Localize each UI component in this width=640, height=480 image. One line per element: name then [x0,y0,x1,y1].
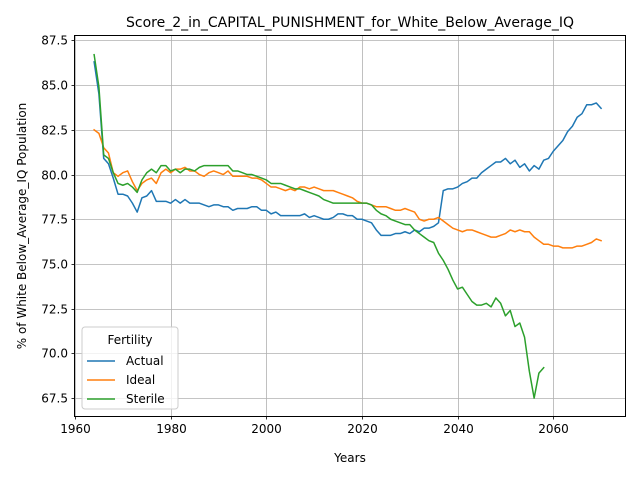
y-tick-label: 72.5 [41,303,68,317]
x-tick-label: 2060 [538,422,569,436]
legend-box [81,326,179,410]
y-axis-label: % of White Below_Average_IQ Population [15,103,29,350]
legend: Fertility Actual Ideal Sterile [81,326,179,410]
grid [75,35,625,416]
x-tick-label: 2040 [443,422,474,436]
y-tick-label: 75.0 [41,258,68,272]
y-tick-label: 80.0 [41,169,68,183]
x-axis-label: Years [333,451,366,465]
series-layer [93,53,603,399]
y-tick-label: 85.0 [41,79,68,93]
y-tick-label: 67.5 [41,392,68,406]
y-tick-label: 82.5 [41,124,68,138]
series-line-ideal [93,128,603,249]
plot-frame [74,35,626,417]
x-tick-label: 2000 [251,422,282,436]
x-tick-label: 2020 [347,422,378,436]
legend-label-ideal: Ideal [126,373,155,387]
x-tick-label: 1980 [156,422,187,436]
x-tick-label: 1960 [60,422,91,436]
y-tick-label: 77.5 [41,213,68,227]
legend-label-actual: Actual [126,354,164,368]
series-line-sterile [93,53,545,399]
y-tick-label: 87.5 [41,34,68,48]
y-tick-label: 70.0 [41,347,68,361]
legend-title: Fertility [107,333,152,347]
y-axis: 67.5 70.0 72.5 75.0 77.5 80.0 82.5 85.0 87.5 [41,34,75,406]
series-line-actual [93,60,603,237]
legend-label-sterile: Sterile [126,392,165,406]
x-axis: 1960 1980 2000 2020 2040 2060 [60,416,569,436]
chart-title: Score_2_in_CAPITAL_PUNISHMENT_for_White_… [126,15,574,31]
